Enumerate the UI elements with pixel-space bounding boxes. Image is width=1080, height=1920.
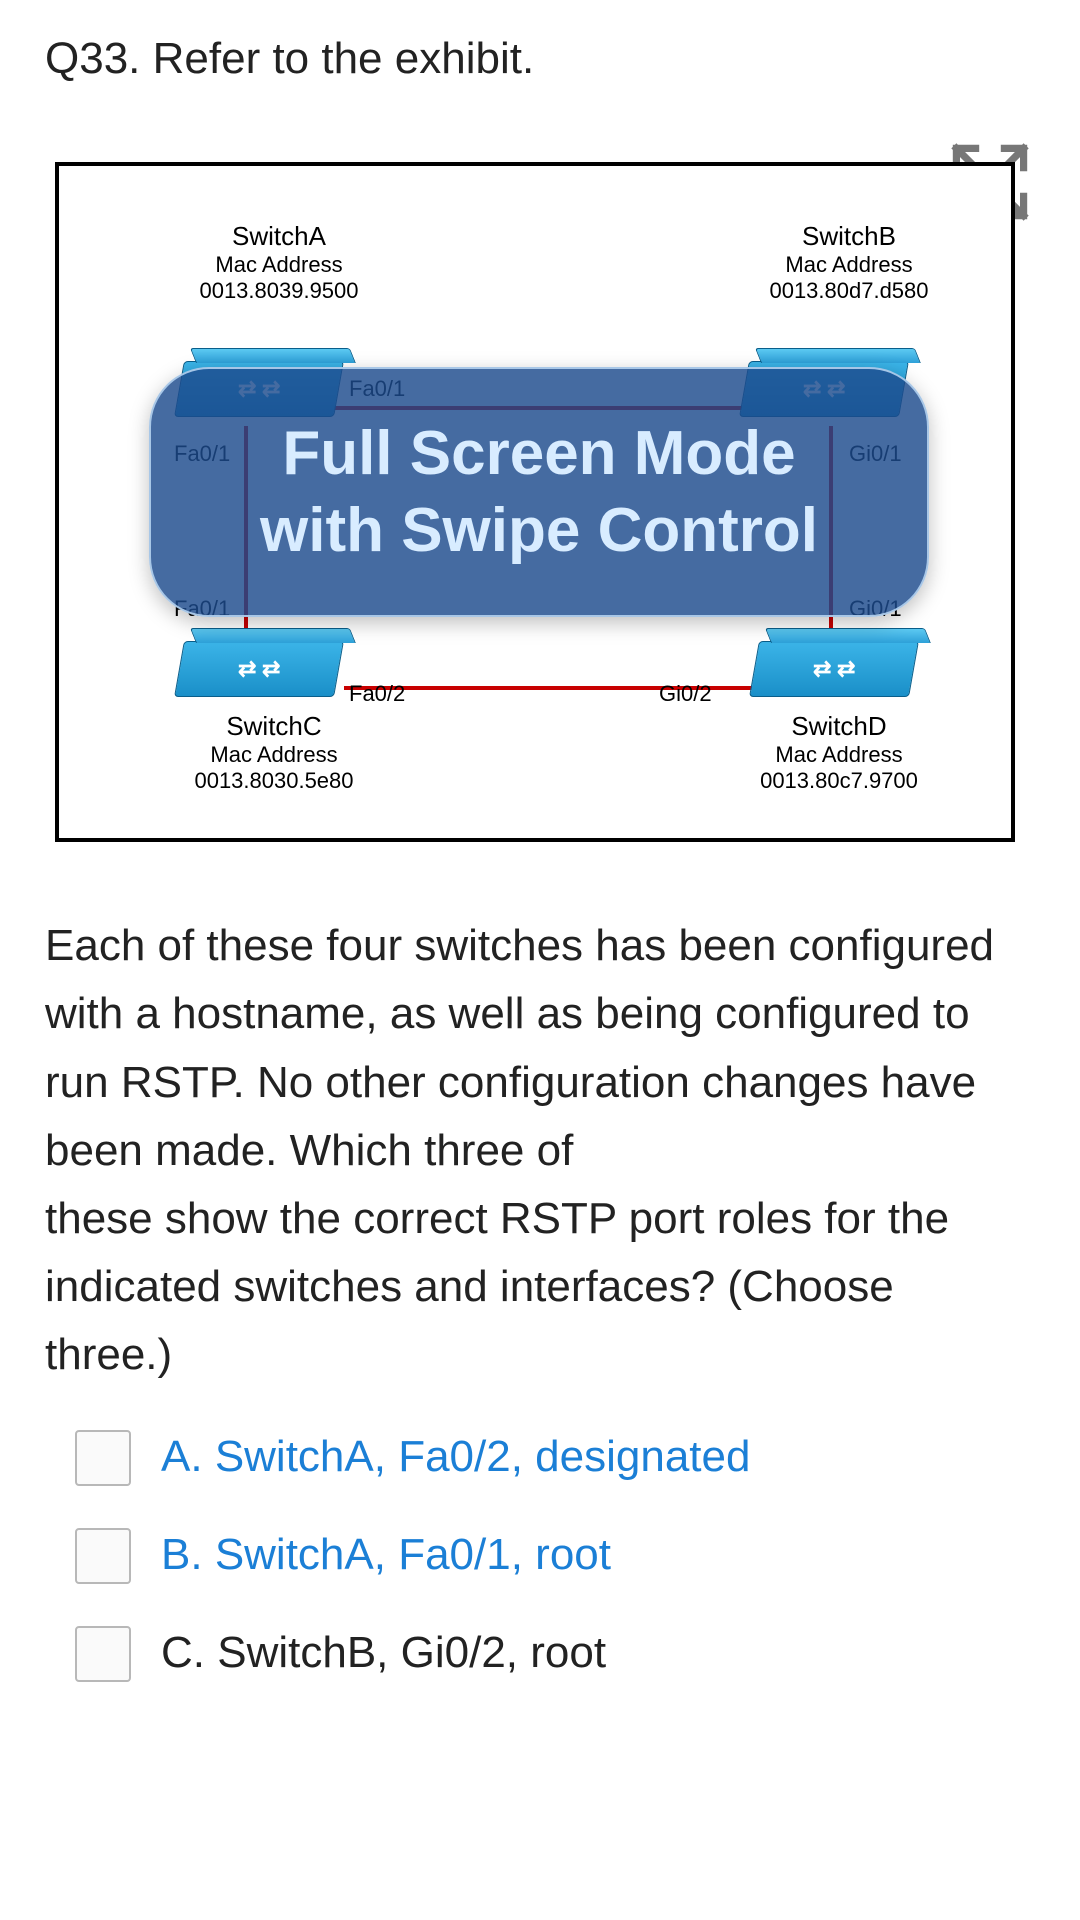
switchA-mac-title: Mac Address xyxy=(159,252,399,278)
overlay-line2: with Swipe Control xyxy=(260,492,818,570)
switchB-label-block: SwitchB Mac Address 0013.80d7.d580 xyxy=(719,221,979,304)
checkbox-C[interactable] xyxy=(75,1626,131,1682)
switchC-name: SwitchC xyxy=(144,711,404,742)
option-C-label: C. SwitchB, Gi0/2, root xyxy=(161,1627,606,1680)
option-B-label: B. SwitchA, Fa0/1, root xyxy=(161,1529,611,1582)
switchD-icon: ⇄⇄ xyxy=(749,641,919,697)
portC-right: Fa0/2 xyxy=(349,681,405,707)
option-A[interactable]: A. SwitchA, Fa0/2, designated xyxy=(75,1430,1035,1486)
option-C-text: SwitchB, Gi0/2, root xyxy=(217,1628,606,1677)
switchC-mac: 0013.8030.5e80 xyxy=(144,768,404,794)
option-A-text: SwitchA, Fa0/2, designated xyxy=(215,1432,751,1481)
switchC-label-block: SwitchC Mac Address 0013.8030.5e80 xyxy=(144,711,404,794)
option-B-letter: B. xyxy=(161,1530,203,1579)
options-list: A. SwitchA, Fa0/2, designated B. SwitchA… xyxy=(45,1430,1035,1682)
portD-left: Gi0/2 xyxy=(659,681,712,707)
overlay-line1: Full Screen Mode xyxy=(282,415,795,493)
switchA-mac: 0013.8039.9500 xyxy=(159,278,399,304)
switchB-name: SwitchB xyxy=(719,221,979,252)
option-A-label: A. SwitchA, Fa0/2, designated xyxy=(161,1431,750,1484)
question-number: Q33. xyxy=(45,34,140,83)
switchD-name: SwitchD xyxy=(699,711,979,742)
switchB-mac-title: Mac Address xyxy=(719,252,979,278)
checkbox-B[interactable] xyxy=(75,1528,131,1584)
option-B[interactable]: B. SwitchA, Fa0/1, root xyxy=(75,1528,1035,1584)
question-title-text: Refer to the exhibit. xyxy=(153,34,535,83)
option-B-text: SwitchA, Fa0/1, root xyxy=(215,1530,611,1579)
option-C[interactable]: C. SwitchB, Gi0/2, root xyxy=(75,1626,1035,1682)
question-title: Q33. Refer to the exhibit. xyxy=(45,30,1035,87)
switchD-mac-title: Mac Address xyxy=(699,742,979,768)
exhibit-container: SwitchA Mac Address 0013.8039.9500 ⇄⇄ Sw… xyxy=(45,127,1035,852)
option-C-letter: C. xyxy=(161,1628,205,1677)
checkbox-A[interactable] xyxy=(75,1430,131,1486)
option-A-letter: A. xyxy=(161,1432,203,1481)
switchC-mac-title: Mac Address xyxy=(144,742,404,768)
switchA-label-block: SwitchA Mac Address 0013.8039.9500 xyxy=(159,221,399,304)
fullscreen-hint-overlay: Full Screen Mode with Swipe Control xyxy=(149,367,929,617)
question-body: Each of these four switches has been con… xyxy=(45,912,1035,1389)
question-page: Q33. Refer to the exhibit. xyxy=(0,0,1080,1920)
switchD-label-block: SwitchD Mac Address 0013.80c7.9700 xyxy=(699,711,979,794)
switchD-mac: 0013.80c7.9700 xyxy=(699,768,979,794)
switchA-name: SwitchA xyxy=(159,221,399,252)
switchB-mac: 0013.80d7.d580 xyxy=(719,278,979,304)
switchC-icon: ⇄⇄ xyxy=(174,641,344,697)
